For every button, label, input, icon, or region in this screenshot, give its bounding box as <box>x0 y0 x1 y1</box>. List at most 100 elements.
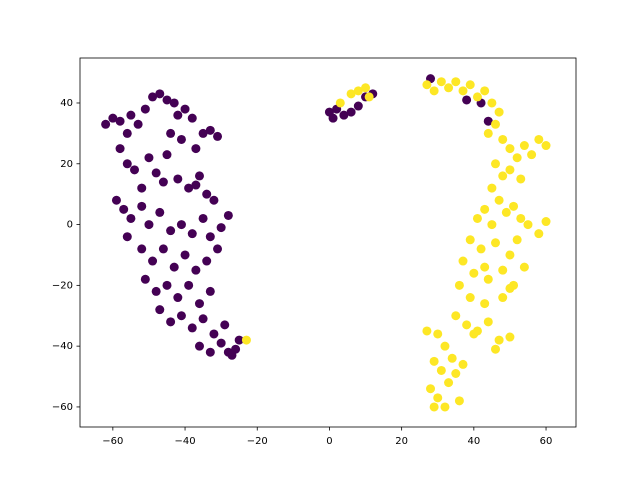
point <box>205 286 215 296</box>
point <box>494 107 504 117</box>
point <box>101 119 111 129</box>
point <box>137 244 147 254</box>
point <box>205 347 215 357</box>
point <box>447 353 457 363</box>
y-tick-label: 40 <box>60 98 73 109</box>
point <box>198 213 208 223</box>
point <box>480 299 490 309</box>
point <box>487 220 497 230</box>
point <box>155 89 165 99</box>
point <box>187 113 197 123</box>
point <box>426 384 436 394</box>
point <box>216 223 226 233</box>
point <box>119 204 129 214</box>
points <box>101 74 551 412</box>
point <box>512 235 522 245</box>
point <box>155 305 165 315</box>
point <box>490 344 500 354</box>
point <box>509 201 519 211</box>
point <box>541 141 551 151</box>
point <box>454 280 464 290</box>
point <box>454 396 464 406</box>
point <box>512 153 522 163</box>
point <box>166 317 176 327</box>
point <box>191 144 201 154</box>
point <box>436 365 446 375</box>
point <box>480 204 490 214</box>
point <box>169 262 179 272</box>
point <box>216 338 226 348</box>
point <box>494 335 504 345</box>
point <box>519 141 529 151</box>
point <box>191 180 201 190</box>
point <box>126 110 136 120</box>
point <box>476 244 486 254</box>
point <box>353 86 363 96</box>
point <box>490 238 500 248</box>
point <box>162 150 172 160</box>
point <box>202 189 212 199</box>
point <box>494 195 504 205</box>
y-tick-label: −40 <box>52 341 73 352</box>
point <box>505 165 515 175</box>
point <box>191 265 201 275</box>
point <box>166 226 176 236</box>
point <box>180 250 190 260</box>
point <box>180 104 190 114</box>
point <box>209 195 219 205</box>
point <box>541 217 551 227</box>
point <box>465 293 475 303</box>
x-tick-label: 20 <box>395 436 408 447</box>
point <box>126 213 136 223</box>
point <box>194 341 204 351</box>
point <box>472 92 482 102</box>
point <box>339 110 349 120</box>
point <box>498 134 508 144</box>
point <box>465 80 475 90</box>
point <box>115 116 125 126</box>
y-tick-label: 20 <box>60 159 73 170</box>
point <box>194 299 204 309</box>
x-tick-label: 60 <box>540 436 553 447</box>
point <box>458 359 468 369</box>
point <box>151 168 161 178</box>
y-tick-label: 0 <box>67 220 73 231</box>
point <box>148 92 158 102</box>
axes-frame <box>79 57 577 428</box>
point <box>202 256 212 266</box>
point <box>364 92 374 102</box>
point <box>184 280 194 290</box>
point <box>505 250 515 260</box>
point <box>490 159 500 169</box>
point <box>223 210 233 220</box>
point <box>505 144 515 154</box>
point <box>173 293 183 303</box>
point <box>483 116 493 126</box>
point <box>205 232 215 242</box>
point <box>155 207 165 217</box>
point <box>187 229 197 239</box>
point <box>198 128 208 138</box>
x-tick-label: 40 <box>467 436 480 447</box>
point <box>346 89 356 99</box>
point <box>451 369 461 379</box>
point <box>429 402 439 412</box>
point <box>444 83 454 93</box>
point <box>361 83 371 93</box>
point <box>462 95 472 105</box>
point <box>483 317 493 327</box>
x-tick-label: 0 <box>326 436 332 447</box>
point <box>151 286 161 296</box>
point <box>111 195 121 205</box>
point <box>198 314 208 324</box>
point <box>346 107 356 117</box>
point <box>353 101 363 111</box>
point <box>465 235 475 245</box>
point <box>176 220 186 230</box>
point <box>429 356 439 366</box>
point <box>133 119 143 129</box>
point <box>169 98 179 108</box>
point <box>122 232 132 242</box>
x-tick-label: −60 <box>102 436 123 447</box>
